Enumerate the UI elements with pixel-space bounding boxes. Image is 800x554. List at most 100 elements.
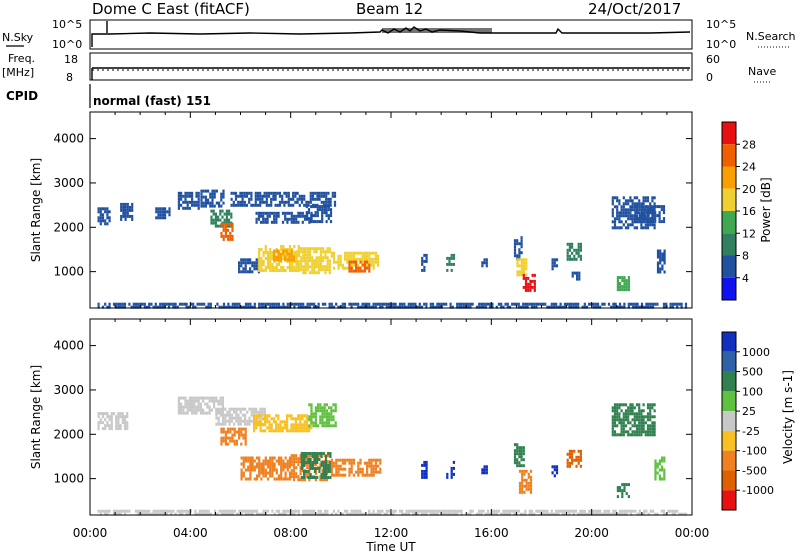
range-gate-cell: [292, 454, 296, 458]
range-gate-cell: [255, 417, 258, 421]
range-gate-cell: [311, 455, 314, 458]
range-gate-cell: [621, 512, 624, 516]
range-gate-cell: [225, 209, 228, 213]
range-gate-cell: [253, 264, 256, 268]
range-gate-cell: [271, 269, 274, 272]
range-gate-cell: [568, 509, 571, 513]
range-gate-cell: [506, 512, 509, 516]
range-gate-cell: [117, 509, 120, 513]
range-gate-cell: [427, 509, 430, 513]
range-gate-cell: [224, 439, 227, 443]
range-gate-cell: [229, 430, 232, 434]
range-gate-cell: [319, 475, 322, 479]
range-gate-cell: [579, 509, 582, 513]
range-gate-cell: [414, 512, 417, 516]
range-gate-cell: [671, 302, 674, 306]
range-gate-cell: [313, 271, 316, 275]
range-gate-cell: [97, 424, 100, 428]
colorbar-tick-label: 20: [742, 183, 756, 196]
range-gate-cell: [269, 462, 272, 466]
range-gate-cell: [638, 509, 641, 513]
range-gate-cell: [489, 302, 492, 306]
range-gate-cell: [311, 265, 314, 269]
range-gate-cell: [654, 468, 657, 472]
range-gate-cell: [180, 411, 183, 415]
range-gate-cell: [261, 407, 264, 411]
range-gate-cell: [613, 217, 617, 221]
range-gate-cell: [318, 220, 322, 224]
range-gate-cell: [259, 197, 262, 201]
range-gate-cell: [525, 481, 528, 485]
range-gate-cell: [237, 194, 240, 198]
range-gate-cell: [376, 512, 380, 516]
range-gate-cell: [361, 467, 364, 471]
range-gate-cell: [262, 251, 265, 254]
range-gate-cell: [224, 433, 227, 437]
range-gate-cell: [529, 282, 532, 286]
range-gate-cell: [230, 407, 233, 411]
range-gate-cell: [273, 512, 276, 516]
range-gate-cell: [220, 436, 223, 440]
range-gate-cell: [104, 219, 107, 223]
range-gate-cell: [284, 211, 287, 215]
range-gate-cell: [159, 512, 162, 516]
range-gate-cell: [302, 302, 305, 306]
range-gate-cell: [110, 415, 113, 419]
range-gate-cell: [405, 512, 408, 516]
range-gate-cell: [339, 257, 342, 261]
range-gate-cell: [667, 509, 670, 513]
range-gate-cell: [191, 399, 194, 403]
range-gate-cell: [211, 201, 214, 205]
range-gate-cell: [240, 305, 243, 309]
range-gate-cell: [446, 262, 449, 266]
range-gate-cell: [104, 418, 107, 422]
range-gate-cell: [299, 414, 302, 418]
range-gate-cell: [203, 512, 206, 516]
range-gate-cell: [283, 200, 286, 204]
range-gate-cell: [524, 509, 527, 513]
range-gate-cell: [486, 302, 490, 306]
range-gate-cell: [293, 266, 296, 269]
range-gate-cell: [240, 270, 243, 274]
freq-tick-bottom: 8: [66, 71, 73, 84]
range-gate-cell: [624, 199, 628, 203]
range-gate-cell: [370, 260, 373, 264]
range-gate-cell: [217, 399, 220, 403]
range-gate-cell: [154, 512, 157, 516]
range-gate-cell: [314, 463, 318, 467]
range-gate-cell: [313, 461, 317, 464]
range-gate-cell: [622, 412, 625, 416]
range-gate-cell: [328, 302, 331, 306]
range-gate-cell: [377, 458, 380, 462]
range-gate-cell: [524, 282, 528, 286]
range-gate-cell: [117, 512, 120, 516]
range-gate-cell: [292, 466, 296, 470]
range-gate-cell: [334, 424, 337, 428]
range-gate-cell: [268, 423, 271, 427]
range-gate-cell: [460, 302, 463, 306]
range-gate-cell: [239, 407, 242, 411]
range-gate-cell: [541, 512, 545, 516]
range-gate-cell: [412, 509, 415, 513]
range-gate-cell: [287, 197, 290, 201]
range-gate-cell: [237, 200, 240, 204]
range-gate-cell: [301, 478, 304, 482]
range-gate-cell: [646, 205, 650, 209]
range-gate-cell: [241, 200, 244, 204]
range-gate-cell: [341, 305, 344, 309]
range-gate-cell: [294, 426, 297, 430]
range-gate-cell: [344, 266, 347, 270]
range-gate-cell: [653, 202, 656, 206]
range-gate-cell: [301, 211, 304, 215]
range-gate-cell: [253, 465, 256, 469]
range-gate-cell: [123, 424, 127, 428]
range-gate-cell: [294, 200, 297, 204]
range-gate-cell: [638, 418, 641, 422]
range-gate-cell: [625, 512, 628, 516]
range-gate-cell: [286, 249, 289, 253]
range-gate-cell: [348, 254, 351, 258]
range-gate-cell: [258, 266, 261, 269]
range-gate-cell: [271, 251, 274, 254]
range-gate-cell: [651, 223, 654, 227]
range-gate-cell: [621, 489, 624, 493]
